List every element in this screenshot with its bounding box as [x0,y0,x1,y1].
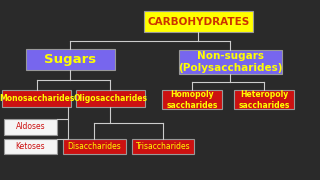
FancyBboxPatch shape [234,90,294,109]
Text: Ketoses: Ketoses [16,142,45,151]
FancyBboxPatch shape [3,89,71,107]
FancyBboxPatch shape [63,139,125,154]
Text: CARBOHYDRATES: CARBOHYDRATES [147,17,250,27]
Text: Disaccharides: Disaccharides [68,142,121,151]
Text: Trisaccharides: Trisaccharides [136,142,190,151]
FancyBboxPatch shape [179,50,282,74]
Text: Non-sugars
(Polysaccharides): Non-sugars (Polysaccharides) [178,51,283,73]
Text: Monosaccharides: Monosaccharides [0,94,75,103]
FancyBboxPatch shape [162,90,221,109]
Text: Oligosaccharides: Oligosaccharides [73,94,148,103]
Text: Heteropoly
saccharides: Heteropoly saccharides [238,90,290,110]
FancyBboxPatch shape [26,49,115,70]
FancyBboxPatch shape [132,139,194,154]
Text: Aldoses: Aldoses [16,122,45,131]
FancyBboxPatch shape [4,119,57,135]
FancyBboxPatch shape [4,139,57,154]
Text: Homopoly
saccharides: Homopoly saccharides [166,90,218,110]
Text: Sugars: Sugars [44,53,96,66]
FancyBboxPatch shape [76,89,145,107]
FancyBboxPatch shape [144,11,253,32]
